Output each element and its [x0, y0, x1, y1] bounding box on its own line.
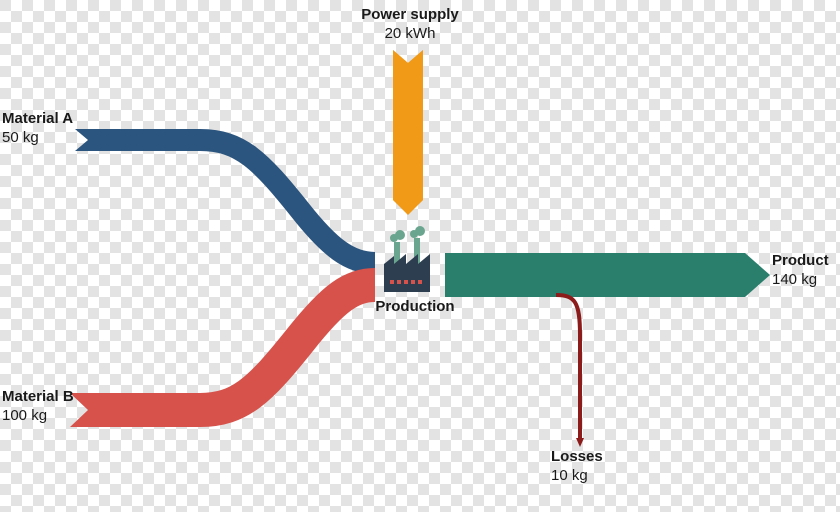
- flow-material-a: [90, 140, 375, 263]
- label-production-title: Production: [375, 298, 455, 317]
- label-material-b: Material B 100 kg: [2, 388, 74, 426]
- label-material-a-title: Material A: [2, 110, 73, 129]
- label-material-a: Material A 50 kg: [2, 110, 73, 148]
- label-product-value: 140 kg: [772, 271, 829, 290]
- label-material-a-value: 50 kg: [2, 129, 73, 148]
- label-production: Production: [375, 298, 455, 317]
- flow-power-shape: [393, 50, 423, 214]
- label-material-b-title: Material B: [2, 388, 74, 407]
- label-power-title: Power supply: [355, 6, 465, 25]
- label-power: Power supply 20 kWh: [355, 6, 465, 44]
- flow-losses: [556, 295, 580, 440]
- flow-product: [445, 253, 770, 297]
- sankey-svg: [0, 0, 840, 512]
- label-product: Product 140 kg: [772, 252, 829, 290]
- label-losses-value: 10 kg: [551, 467, 603, 486]
- label-power-value: 20 kWh: [355, 25, 465, 44]
- label-losses-title: Losses: [551, 448, 603, 467]
- factory-icon: [384, 226, 430, 292]
- flow-losses-head: [576, 438, 584, 447]
- label-losses: Losses 10 kg: [551, 448, 603, 486]
- flow-material-b: [90, 285, 375, 410]
- label-material-b-value: 100 kg: [2, 407, 74, 426]
- label-product-title: Product: [772, 252, 829, 271]
- sankey-canvas: Material A 50 kg Material B 100 kg Power…: [0, 0, 840, 512]
